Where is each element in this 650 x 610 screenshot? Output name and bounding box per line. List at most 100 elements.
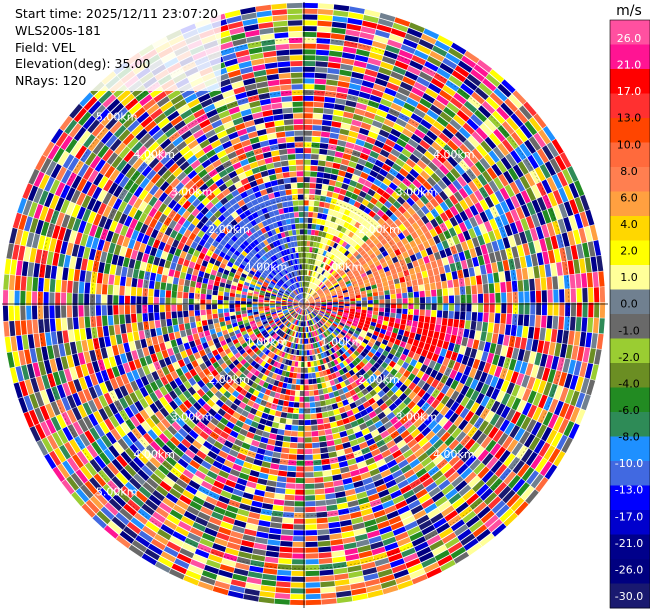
gate-cell: [125, 277, 132, 287]
gate-cell: [381, 124, 393, 133]
gate-cell: [315, 183, 323, 190]
gate-cell: [405, 173, 416, 183]
gate-cell: [280, 535, 293, 541]
gate-cell: [334, 98, 346, 105]
gate-cell: [364, 282, 371, 288]
gate-cell: [312, 247, 316, 253]
gate-cell: [324, 289, 329, 294]
gate-cell: [310, 283, 313, 288]
gate-cell: [452, 179, 463, 191]
gate-cell: [340, 466, 350, 474]
gate-cell: [376, 336, 383, 343]
gate-cell: [339, 219, 346, 227]
gate-cell: [392, 327, 399, 334]
gate-cell: [308, 200, 315, 206]
gate-cell: [382, 281, 389, 287]
gate-cell: [319, 569, 334, 576]
gate-cell: [318, 261, 323, 267]
gate-cell: [309, 302, 315, 304]
gate-cell: [179, 271, 186, 280]
gate-cell: [304, 333, 306, 338]
gate-cell: [297, 361, 302, 367]
gate-cell: [573, 259, 581, 274]
gate-cell: [303, 223, 308, 229]
gate-cell: [579, 258, 586, 274]
gate-cell: [443, 144, 455, 156]
gate-cell: [470, 276, 477, 286]
gate-cell: [372, 256, 379, 263]
gate-cell: [304, 414, 311, 420]
gate-cell: [337, 425, 346, 432]
gate-cell: [449, 216, 458, 227]
gate-cell: [358, 37, 373, 46]
gate-cell: [321, 244, 327, 250]
gate-cell: [432, 120, 445, 132]
gate-cell: [331, 21, 347, 29]
gate-cell: [305, 472, 314, 478]
gate-cell: [304, 385, 309, 391]
gate-cell: [385, 113, 398, 123]
gate-cell: [443, 295, 449, 304]
gate-cell: [470, 378, 479, 390]
gate-cell: [519, 124, 533, 139]
gate-cell: [377, 218, 385, 226]
gate-cell: [355, 102, 368, 111]
gate-cell: [334, 579, 350, 586]
gate-cell: [394, 60, 409, 70]
gate-cell: [527, 390, 537, 404]
gate-cell: [129, 341, 136, 352]
gate-cell: [310, 290, 314, 295]
gate-cell: [287, 465, 297, 472]
gate-cell: [491, 163, 503, 177]
gate-cell: [323, 481, 334, 488]
gate-cell: [357, 216, 365, 224]
gate-cell: [320, 586, 336, 593]
gate-cell: [283, 436, 291, 442]
gate-cell: [267, 414, 275, 422]
gate-cell: [525, 254, 533, 268]
gate-cell: [327, 300, 333, 303]
gate-cell: [137, 278, 144, 288]
gate-cell: [430, 208, 440, 218]
gate-cell: [326, 155, 335, 162]
gate-cell: [454, 213, 464, 224]
gate-cell: [440, 212, 449, 222]
gate-cell: [355, 312, 361, 316]
gate-cell: [262, 503, 274, 510]
gate-cell: [404, 243, 412, 251]
gate-cell: [357, 278, 363, 283]
gate-cell: [309, 390, 314, 396]
gate-cell: [441, 240, 450, 249]
gate-cell: [395, 288, 402, 294]
gate-cell: [362, 275, 369, 281]
gate-cell: [342, 316, 348, 321]
gate-cell: [296, 379, 301, 385]
gate-cell: [131, 313, 137, 323]
gate-cell: [338, 246, 345, 253]
gate-cell: [45, 332, 52, 346]
gate-cell: [318, 282, 323, 287]
gate-cell: [304, 300, 308, 304]
gate-cell: [339, 519, 352, 527]
gate-cell: [293, 536, 305, 542]
gate-cell: [358, 281, 364, 286]
gate-cell: [333, 302, 338, 304]
gate-cell: [538, 394, 548, 409]
gate-cell: [140, 338, 148, 349]
gate-cell: [434, 346, 442, 355]
gate-cell: [342, 289, 348, 294]
gate-cell: [493, 323, 500, 334]
gate-cell: [361, 198, 370, 207]
gate-cell: [500, 156, 512, 170]
gate-cell: [582, 302, 588, 318]
gate-cell: [404, 123, 417, 133]
gate-cell: [439, 201, 449, 212]
gate-cell: [55, 318, 62, 332]
gate-cell: [297, 367, 301, 373]
gate-cell: [308, 384, 314, 391]
gate-cell: [109, 264, 117, 275]
gate-cell: [336, 289, 342, 293]
gate-cell: [325, 498, 337, 506]
gate-cell: [332, 271, 338, 277]
gate-cell: [433, 331, 440, 339]
